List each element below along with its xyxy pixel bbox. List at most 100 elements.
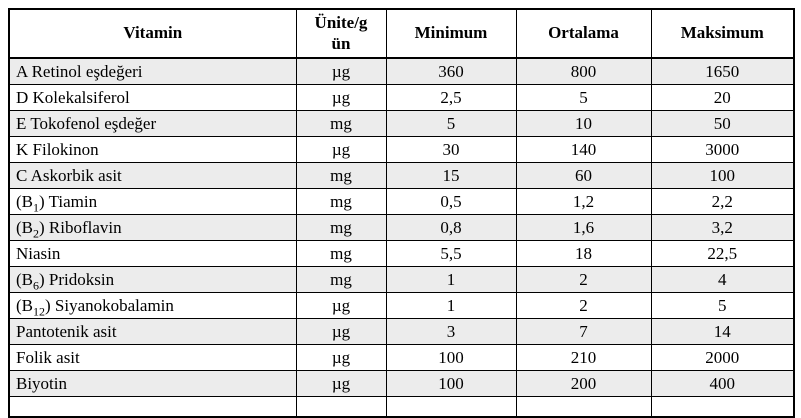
maksimum-cell: 3000 — [650, 136, 795, 163]
vitamin-name-text: C Askorbik asit — [16, 166, 122, 185]
vitamin-name-text: Niasin — [16, 244, 61, 263]
minimum-cell: 30 — [385, 136, 517, 163]
vitamin-table-container: Vitamin Ünite/g ün Minimum Ortalama Maks… — [8, 8, 795, 418]
maksimum-cell: 50 — [650, 110, 795, 137]
ortalama-cell: 1,2 — [515, 188, 652, 215]
ortalama-cell — [515, 396, 652, 417]
vitamin-name-cell: (B1) Tiamin — [8, 188, 297, 215]
ortalama-cell: 60 — [515, 162, 652, 189]
minimum-cell: 0,5 — [385, 188, 517, 215]
vitamin-name-text: A Retinol eşdeğeri — [16, 62, 143, 81]
ortalama-cell: 800 — [515, 57, 652, 85]
ortalama-cell: 2 — [515, 292, 652, 319]
unit-cell: mg — [295, 110, 387, 137]
vitamin-name-text: D Kolekalsiferol — [16, 88, 130, 107]
maksimum-cell: 2,2 — [650, 188, 795, 215]
minimum-cell: 1 — [385, 292, 517, 319]
column-header-unit: Ünite/g ün — [295, 8, 387, 59]
vitamin-name-cell: Biyotin — [8, 370, 297, 397]
maksimum-cell: 5 — [650, 292, 795, 319]
table-row: Niasin mg 5,5 18 22,5 — [8, 240, 795, 267]
table-row: C Askorbik asit mg 15 60 100 — [8, 162, 795, 189]
table-row: Biyotin µg 100 200 400 — [8, 370, 795, 397]
vitamin-name-text: (B — [16, 270, 33, 289]
vitamin-name-text: (B — [16, 192, 33, 211]
minimum-cell: 360 — [385, 57, 517, 85]
ortalama-cell: 2 — [515, 266, 652, 293]
unit-cell: µg — [295, 57, 387, 85]
column-header-ortalama: Ortalama — [515, 8, 652, 59]
vitamin-subscript: 6 — [33, 278, 39, 293]
minimum-cell: 2,5 — [385, 84, 517, 111]
table-row: (B12) Siyanokobalamin µg 1 2 5 — [8, 292, 795, 319]
vitamin-name-text: (B — [16, 218, 33, 237]
maksimum-cell: 4 — [650, 266, 795, 293]
unit-cell: µg — [295, 318, 387, 345]
vitamin-subscript: 1 — [33, 200, 39, 215]
column-header-minimum: Minimum — [385, 8, 517, 59]
vitamin-name-text: Folik asit — [16, 348, 80, 367]
vitamin-name-cell: D Kolekalsiferol — [8, 84, 297, 111]
maksimum-cell — [650, 396, 795, 417]
vitamin-name-cell: Pantotenik asit — [8, 318, 297, 345]
unit-cell — [295, 396, 387, 417]
vitamin-name-cell — [8, 396, 297, 417]
header-row: Vitamin Ünite/g ün Minimum Ortalama Maks… — [8, 8, 795, 59]
vitamin-name-text: K Filokinon — [16, 140, 99, 159]
unit-cell: µg — [295, 344, 387, 371]
maksimum-cell: 20 — [650, 84, 795, 111]
vitamin-name-suffix: ) Riboflavin — [39, 218, 122, 237]
column-header-maksimum: Maksimum — [650, 8, 795, 59]
vitamin-name-cell: K Filokinon — [8, 136, 297, 163]
maksimum-cell: 14 — [650, 318, 795, 345]
unit-cell: mg — [295, 188, 387, 215]
unit-cell: µg — [295, 292, 387, 319]
ortalama-cell: 18 — [515, 240, 652, 267]
vitamin-name-suffix: ) Siyanokobalamin — [45, 296, 174, 315]
ortalama-cell: 7 — [515, 318, 652, 345]
vitamin-name-text: Biyotin — [16, 374, 68, 393]
unit-cell: mg — [295, 214, 387, 241]
vitamin-name-cell: (B12) Siyanokobalamin — [8, 292, 297, 319]
clipped-next-row — [8, 396, 795, 417]
ortalama-cell: 1,6 — [515, 214, 652, 241]
unit-cell: µg — [295, 370, 387, 397]
table-row: K Filokinon µg 30 140 3000 — [8, 136, 795, 163]
unit-cell: µg — [295, 84, 387, 111]
ortalama-cell: 10 — [515, 110, 652, 137]
minimum-cell: 0,8 — [385, 214, 517, 241]
ortalama-cell: 210 — [515, 344, 652, 371]
vitamin-subscript: 2 — [33, 226, 39, 241]
table-row: (B1) Tiamin mg 0,5 1,2 2,2 — [8, 188, 795, 215]
minimum-cell: 100 — [385, 344, 517, 371]
table-row: A Retinol eşdeğeri µg 360 800 1650 — [8, 57, 795, 85]
vitamin-name-cell: Folik asit — [8, 344, 297, 371]
table-header: Vitamin Ünite/g ün Minimum Ortalama Maks… — [8, 8, 795, 59]
table-row: D Kolekalsiferol µg 2,5 5 20 — [8, 84, 795, 111]
vitamin-name-cell: E Tokofenol eşdeğer — [8, 110, 297, 137]
maksimum-cell: 100 — [650, 162, 795, 189]
minimum-cell: 1 — [385, 266, 517, 293]
vitamin-name-cell: (B2) Riboflavin — [8, 214, 297, 241]
vitamin-name-text: Pantotenik asit — [16, 322, 117, 341]
vitamin-name-cell: A Retinol eşdeğeri — [8, 57, 297, 85]
table-row: Folik asit µg 100 210 2000 — [8, 344, 795, 371]
maksimum-cell: 400 — [650, 370, 795, 397]
ortalama-cell: 140 — [515, 136, 652, 163]
minimum-cell: 3 — [385, 318, 517, 345]
vitamin-subscript: 12 — [33, 304, 45, 319]
minimum-cell — [385, 396, 517, 417]
unit-cell: µg — [295, 136, 387, 163]
table-row: E Tokofenol eşdeğer mg 5 10 50 — [8, 110, 795, 137]
vitamin-name-cell: (B6) Pridoksin — [8, 266, 297, 293]
vitamin-name-suffix: ) Tiamin — [39, 192, 98, 211]
ortalama-cell: 5 — [515, 84, 652, 111]
maksimum-cell: 2000 — [650, 344, 795, 371]
vitamin-name-text: E Tokofenol eşdeğer — [16, 114, 157, 133]
unit-cell: mg — [295, 162, 387, 189]
column-header-vitamin: Vitamin — [8, 8, 297, 59]
vitamin-name-cell: C Askorbik asit — [8, 162, 297, 189]
ortalama-cell: 200 — [515, 370, 652, 397]
minimum-cell: 5,5 — [385, 240, 517, 267]
vitamin-name-cell: Niasin — [8, 240, 297, 267]
